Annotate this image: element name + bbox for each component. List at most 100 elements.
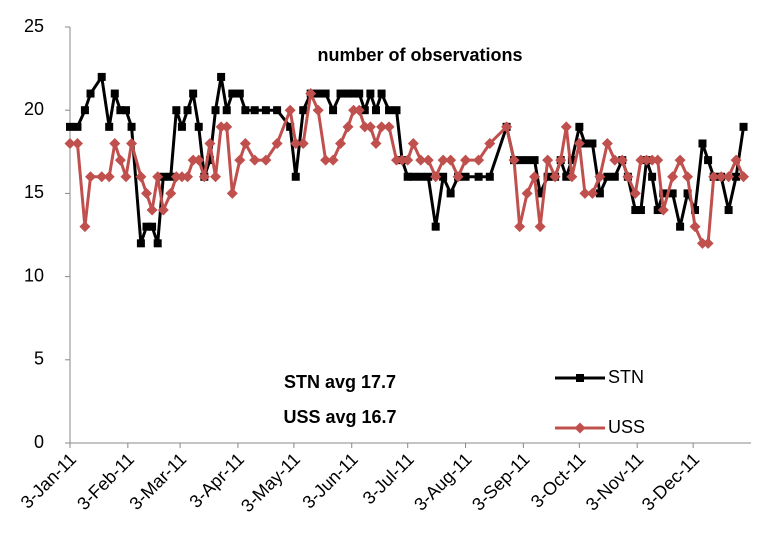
marker [210,171,222,183]
marker [484,137,496,149]
x-tick-label: 3-Oct-11 [527,449,590,512]
marker [515,156,524,165]
marker [508,154,520,166]
marker [320,154,332,166]
marker [689,221,701,233]
marker [708,171,720,183]
marker [121,106,130,115]
marker [601,137,613,149]
marker [588,139,597,148]
marker [648,172,657,181]
marker [355,89,364,98]
marker [189,89,198,98]
y-tick-label: 0 [34,432,44,452]
marker [704,156,713,165]
marker [146,204,158,216]
marker [360,106,369,115]
marker [739,122,748,131]
marker [120,171,132,183]
marker [676,222,685,231]
marker [377,89,386,98]
marker [66,122,74,131]
x-tick-label: 3-Aug-11 [410,449,476,515]
marker [409,172,418,181]
x-tick-label: 3-Jun-11 [298,449,361,512]
marker [286,122,295,131]
marker [165,187,177,199]
marker [183,106,192,115]
marker [560,121,572,133]
marker [452,171,464,183]
marker [182,171,194,183]
marker [204,137,216,149]
marker [437,154,449,166]
x-tick-label: 3-Jul-11 [359,449,418,508]
marker [574,422,586,434]
marker [580,139,589,148]
marker [284,104,296,116]
marker [635,154,647,166]
marker [653,206,662,215]
marker [159,172,168,181]
marker [439,172,448,181]
marker [667,171,679,183]
marker [291,172,300,181]
marker [514,221,526,233]
marker [415,154,427,166]
marker [96,171,108,183]
marker [396,154,408,166]
marker [371,106,380,115]
marker [534,221,546,233]
marker [157,204,169,216]
marker [445,154,457,166]
marker [730,154,742,166]
x-tick-label: 3-Nov-11 [582,449,648,515]
marker [193,154,205,166]
marker [641,154,653,166]
marker [562,172,571,181]
marker [579,187,591,199]
marker [205,156,214,165]
marker [136,239,145,248]
marker [222,106,231,115]
marker [430,171,442,183]
marker [153,239,162,248]
marker [659,189,668,198]
marker [348,104,360,116]
marker [97,72,106,81]
marker [140,187,152,199]
marker [329,106,338,115]
marker [221,121,233,133]
series [64,88,750,249]
marker [228,89,237,98]
marker [616,154,628,166]
x-tick-label: 3-Jan-11 [17,449,80,512]
y-tick-label: 25 [24,16,44,36]
marker [530,156,539,165]
marker [194,122,203,131]
marker [542,154,554,166]
marker [576,374,584,382]
marker [416,172,425,181]
marker [127,122,136,131]
marker [460,154,472,166]
marker [461,172,470,181]
marker [715,171,727,183]
marker [172,106,181,115]
marker [501,121,513,133]
marker [698,139,707,148]
marker [724,206,733,215]
marker [86,89,95,98]
marker [636,206,645,215]
legend-label: STN [608,367,644,387]
marker [312,104,324,116]
marker [385,106,394,115]
marker [71,137,83,149]
marker [738,171,750,183]
marker [349,89,358,98]
marker [198,171,210,183]
marker [657,204,669,216]
marker [116,106,125,115]
marker [176,171,188,183]
marker [166,172,175,181]
